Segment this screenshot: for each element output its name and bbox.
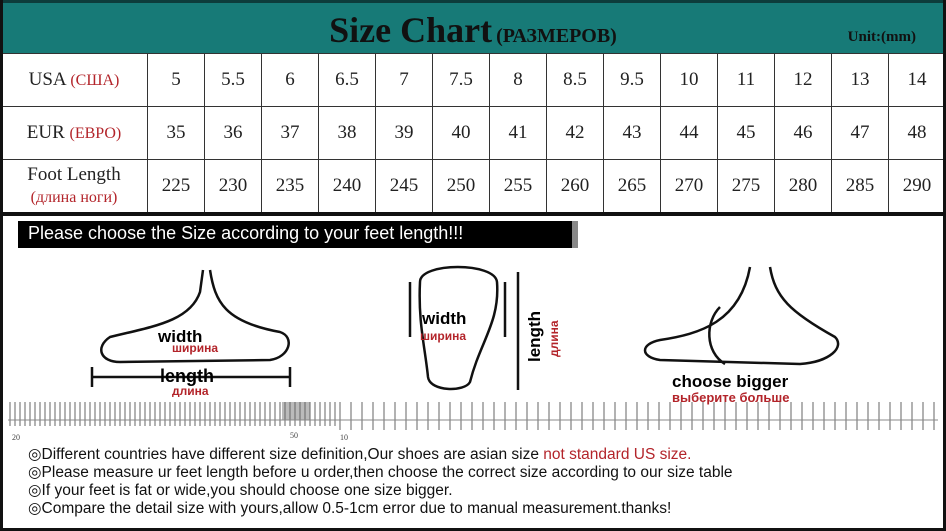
ruler-label: 10 — [340, 433, 348, 442]
size-cell: 13 — [831, 53, 889, 107]
note-line: ◎Compare the detail size with yours,allo… — [28, 500, 672, 517]
ruler-label: 50 — [290, 431, 298, 440]
size-cell: 260 — [546, 159, 604, 213]
size-cell: 245 — [375, 159, 433, 213]
size-cell: 47 — [831, 106, 889, 160]
size-cell: 14 — [888, 53, 946, 107]
row-label: Foot Length (длина ноги) — [0, 159, 148, 213]
size-cell: 46 — [774, 106, 832, 160]
row-label: USA (США) — [0, 53, 148, 107]
length-label-2: length — [525, 311, 544, 362]
bullet-icon: ◎ — [28, 464, 42, 481]
size-cell: 12 — [774, 53, 832, 107]
length-ru-label-2: длина — [547, 320, 561, 357]
bullet-icon: ◎ — [28, 446, 42, 463]
bullet-icon: ◎ — [28, 482, 42, 499]
size-cell: 265 — [603, 159, 661, 213]
size-cell: 37 — [261, 106, 319, 160]
table-row: Foot Length (длина ноги) 225 230 235 240 245 25… — [0, 159, 946, 213]
size-cell: 8.5 — [546, 53, 604, 107]
title-ru: (РАЗМЕРОВ) — [496, 25, 617, 47]
size-cell: 285 — [831, 159, 889, 213]
size-cell: 7.5 — [432, 53, 490, 107]
divider — [0, 212, 946, 216]
table-row: EUR (ЕВРО) 35 36 37 38 39 40 41 42 43 44 45 46 47 48 — [0, 106, 946, 160]
page-title: Size Chart (РАЗМЕРОВ) — [0, 9, 946, 51]
width-ru-label: ширина — [172, 341, 218, 355]
top-foot-icon — [408, 265, 520, 391]
shoe-toe-icon — [643, 266, 840, 366]
width-label-2: width — [421, 309, 466, 328]
foot-measure-illustrations: width ширина length длина width ширина l… — [90, 265, 840, 397]
header-bar: Size Chart (РАЗМЕРОВ) Unit:(mm) — [0, 0, 946, 53]
choose-bigger-label: choose bigger — [672, 372, 789, 391]
size-cell: 280 — [774, 159, 832, 213]
size-cell: 45 — [717, 106, 775, 160]
size-cell: 36 — [204, 106, 262, 160]
note-line: ◎Different countries have different size… — [28, 446, 692, 463]
notes-list: ◎Different countries have different size… — [28, 446, 733, 518]
width-label: width — [157, 327, 202, 346]
size-table: USA (США) 5 5.5 6 6.5 7 7.5 8 8.5 9.5 10 11 12 13 14 EU… — [0, 53, 946, 213]
choose-bigger-ru: выберите больше — [672, 390, 790, 405]
width-ru-label-2: ширина — [420, 329, 466, 343]
size-cell: 39 — [375, 106, 433, 160]
note-line: ◎If your feet is fat or wide,you should … — [28, 482, 453, 499]
size-cell: 42 — [546, 106, 604, 160]
size-cell: 8 — [489, 53, 547, 107]
size-cell: 235 — [261, 159, 319, 213]
bullet-icon: ◎ — [28, 500, 42, 517]
size-cell: 44 — [660, 106, 718, 160]
length-label: length — [160, 366, 214, 386]
note-line: ◎Please measure ur feet length before u … — [28, 464, 733, 481]
row-label: EUR (ЕВРО) — [0, 106, 148, 160]
ruler-label: 20 — [12, 433, 20, 442]
size-cell: 255 — [489, 159, 547, 213]
size-cell: 7 — [375, 53, 433, 107]
ruler: 20 50 10 — [8, 402, 938, 442]
size-cell: 230 — [204, 159, 262, 213]
title-text: Size Chart — [329, 10, 493, 50]
size-cell: 290 — [888, 159, 946, 213]
instruction-banner: Please choose the Size according to your… — [18, 221, 578, 248]
length-ru-label: длина — [172, 384, 209, 397]
unit-label: Unit:(mm) — [847, 29, 916, 45]
size-cell: 10 — [660, 53, 718, 107]
size-cell: 240 — [318, 159, 376, 213]
side-foot-icon — [90, 269, 292, 387]
